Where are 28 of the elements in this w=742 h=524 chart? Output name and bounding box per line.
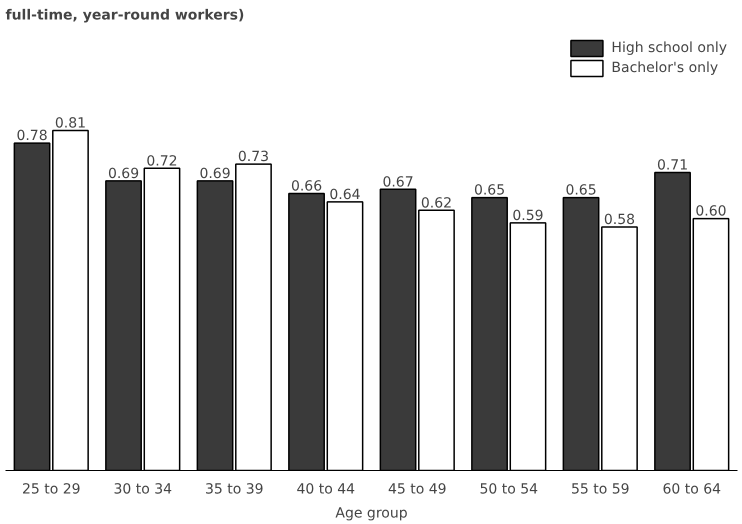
data-label: 0.64 <box>329 186 361 203</box>
data-label: 0.60 <box>695 204 727 220</box>
x-tick-label: 60 to 64 <box>662 482 722 498</box>
chart-title: full-time, year-round workers) <box>6 8 244 24</box>
x-tick-label: 30 to 34 <box>113 482 172 498</box>
x-axis-title: Age group <box>335 506 408 522</box>
data-label: 0.81 <box>54 116 86 132</box>
data-label: 0.59 <box>512 208 544 224</box>
x-tick-label: 50 to 54 <box>479 482 538 498</box>
data-label: 0.72 <box>146 153 178 170</box>
data-label: 0.67 <box>382 174 414 190</box>
x-tick-label: 35 to 39 <box>204 482 264 498</box>
data-label: 0.58 <box>604 212 636 228</box>
data-label: 0.71 <box>656 157 688 174</box>
data-label: 0.65 <box>474 182 506 199</box>
x-tick-label: 40 to 44 <box>296 482 356 498</box>
data-label: 0.65 <box>565 182 597 199</box>
x-tick-label: 55 to 59 <box>570 482 630 498</box>
legend-label: High school only <box>611 40 727 56</box>
x-tick-label: 25 to 29 <box>22 482 81 498</box>
x-tick-label: 45 to 49 <box>388 482 447 498</box>
data-label: 0.69 <box>108 166 140 182</box>
data-label: 0.78 <box>16 128 48 144</box>
legend-label: Bachelor's only <box>611 60 718 76</box>
data-label: 0.66 <box>290 178 322 194</box>
data-label: 0.69 <box>199 166 231 182</box>
data-label: 0.73 <box>238 149 270 166</box>
data-label: 0.62 <box>420 195 452 212</box>
